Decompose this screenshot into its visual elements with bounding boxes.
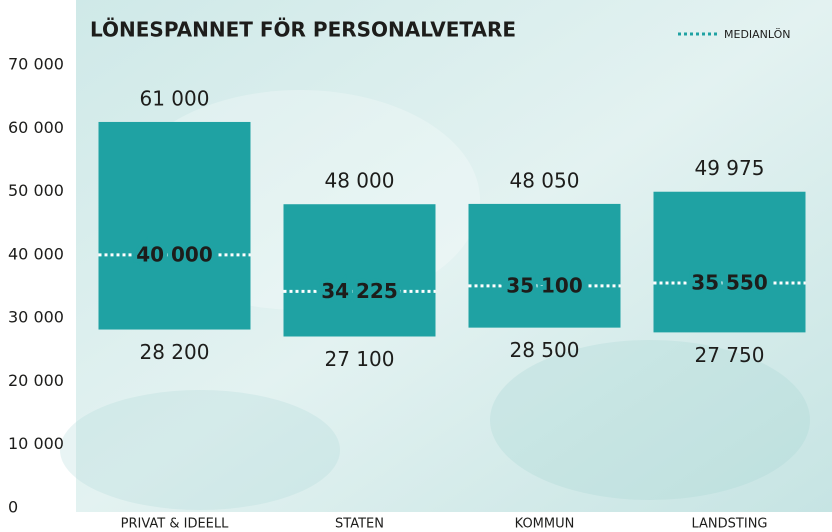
chart: LÖNESPANNET FÖR PERSONALVETARE MEDIANLÖN… bbox=[0, 0, 832, 532]
low-label: 27 750 bbox=[695, 343, 765, 367]
median-label: 40 000 bbox=[136, 242, 213, 266]
high-label: 48 000 bbox=[325, 169, 395, 193]
y-tick-label: 20 000 bbox=[8, 371, 64, 390]
range-bar bbox=[284, 204, 436, 336]
range-bar bbox=[654, 192, 806, 333]
chart-title: LÖNESPANNET FÖR PERSONALVETARE bbox=[90, 18, 516, 42]
range-bar bbox=[469, 204, 621, 328]
y-tick-label: 10 000 bbox=[8, 434, 64, 453]
x-tick-label: STATEN bbox=[335, 517, 384, 532]
y-tick-label: 0 bbox=[8, 498, 18, 517]
y-tick-label: 70 000 bbox=[8, 55, 64, 74]
x-tick-label: KOMMUN bbox=[515, 517, 575, 532]
high-label: 61 000 bbox=[140, 86, 210, 110]
median-label: 35 100 bbox=[506, 273, 583, 297]
y-tick-label: 60 000 bbox=[8, 118, 64, 137]
high-label: 48 050 bbox=[510, 168, 580, 192]
low-label: 28 200 bbox=[140, 340, 210, 364]
y-tick-label: 40 000 bbox=[8, 244, 64, 263]
x-tick-label: LANDSTING bbox=[692, 517, 768, 532]
y-tick-label: 50 000 bbox=[8, 181, 64, 200]
background-texture bbox=[60, 390, 340, 510]
range-bar bbox=[99, 122, 251, 330]
legend-label: MEDIANLÖN bbox=[724, 28, 791, 41]
y-tick-label: 30 000 bbox=[8, 308, 64, 327]
low-label: 28 500 bbox=[510, 338, 580, 362]
low-label: 27 100 bbox=[325, 347, 395, 371]
median-label: 35 550 bbox=[691, 271, 768, 295]
median-label: 34 225 bbox=[321, 279, 398, 303]
x-tick-label: PRIVAT & IDEELL bbox=[121, 517, 230, 532]
high-label: 49 975 bbox=[695, 156, 765, 180]
